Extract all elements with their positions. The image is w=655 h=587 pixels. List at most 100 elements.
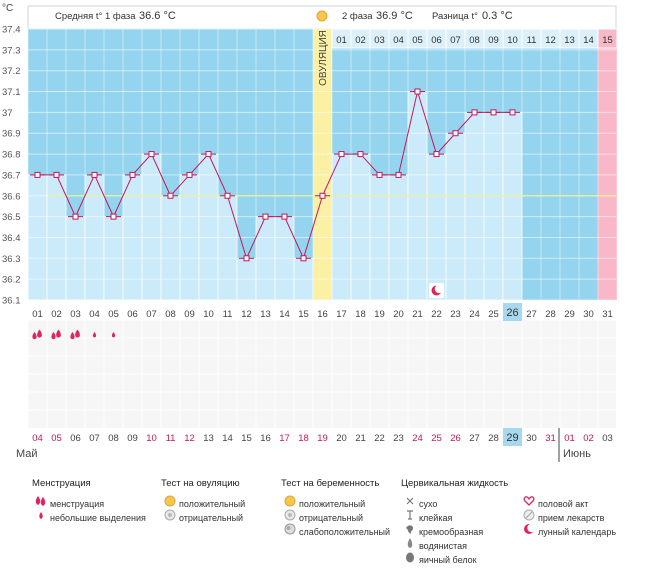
legend-item: положительный xyxy=(281,495,390,509)
y-tick-label: 36.2 xyxy=(2,275,21,286)
negative-test-icon xyxy=(161,509,179,526)
y-tick-label: 36.4 xyxy=(2,233,21,244)
temperature-point xyxy=(357,151,364,158)
legend-group: половой акт прием лекарств лунный календар… xyxy=(520,478,616,537)
legend-group: Цервикальная жидкость сухо клейкая кремообр… xyxy=(401,478,508,565)
calendar-date-label: 12 xyxy=(184,433,195,444)
legend-item-label: клейкая xyxy=(419,513,453,523)
legend-group: Тест на беременность положительный отрицат… xyxy=(281,478,390,537)
temperature-point xyxy=(53,171,60,178)
legend-item-label: слабоположительный xyxy=(299,527,391,537)
y-tick-label: 36.5 xyxy=(2,212,21,223)
phase2-day-label: 13 xyxy=(564,35,575,46)
calendar-date-label: 28 xyxy=(488,433,499,444)
x-tick-label: 02 xyxy=(51,309,62,320)
phase2-label: 2 фаза xyxy=(342,11,373,22)
legend-item: отрицательный xyxy=(161,509,245,523)
temperature-point xyxy=(509,109,516,116)
x-tick-label: 21 xyxy=(412,309,423,320)
weak-positive-test-icon xyxy=(281,523,299,540)
temperature-line xyxy=(37,89,513,260)
legend-item-label: кремообразная xyxy=(419,527,484,537)
calendar-date-label: 29 xyxy=(506,432,518,444)
phase2-day-label: 02 xyxy=(355,35,366,46)
legend-item-label: яичный белок xyxy=(419,555,477,565)
phase2-day-label: 08 xyxy=(469,35,480,46)
legend-item-label: небольшие выделения xyxy=(50,513,146,523)
temperature-point xyxy=(72,213,79,220)
difference-label: Разница t° xyxy=(432,11,478,22)
menstruation-icon xyxy=(32,495,50,512)
x-tick-label: 09 xyxy=(184,309,195,320)
difference-value: 0.3 °C xyxy=(482,10,513,22)
calendar-date-label: 05 xyxy=(51,433,62,444)
x-tick-label: 17 xyxy=(336,309,347,320)
x-tick-label: 07 xyxy=(146,309,157,320)
calendar-date-label: 30 xyxy=(526,433,537,444)
light-discharge-icon xyxy=(111,332,116,338)
y-tick-label: 37.1 xyxy=(2,87,21,98)
y-unit-label: °C xyxy=(2,3,13,14)
y-tick-label: 36.8 xyxy=(2,150,21,161)
legend-item: яичный белок xyxy=(401,551,508,565)
legend-item: прием лекарств xyxy=(520,509,616,523)
legend-item: клейкая xyxy=(401,509,508,523)
y-tick-label: 37.4 xyxy=(2,25,21,36)
legend-group: Тест на овуляцию положительный отрицательн… xyxy=(161,478,245,523)
legend-item-label: отрицательный xyxy=(299,513,364,523)
x-tick-label: 31 xyxy=(602,309,613,320)
calendar-date-label: 01 xyxy=(564,433,575,444)
temperature-point xyxy=(34,171,41,178)
light-discharge-icon xyxy=(32,509,50,526)
temperature-point xyxy=(490,109,497,116)
calendar-date-label: 16 xyxy=(260,433,271,444)
phase2-day-label: 15 xyxy=(602,35,613,46)
watery-icon xyxy=(401,537,419,554)
phase2-day-label: 06 xyxy=(431,35,442,46)
bbt-chart: 36.1 36.2 36.3 36.4 36.5 36.6 36.7 36.8 36.9 37 37… xyxy=(2,3,618,462)
calendar-date-label: 22 xyxy=(374,433,385,444)
calendar-date-label: 08 xyxy=(108,433,119,444)
calendar-date-label: 13 xyxy=(203,433,214,444)
x-tick-label: 06 xyxy=(127,309,138,320)
calendar-date-label: 27 xyxy=(469,433,480,444)
temperature-point xyxy=(205,151,212,158)
temperature-bar xyxy=(502,112,523,301)
menstruation-icon xyxy=(70,329,80,340)
month-label-may: Май xyxy=(16,448,38,460)
legend-item-label: менструация xyxy=(50,499,105,509)
x-tick-label: 16 xyxy=(317,309,328,320)
x-tick-label: 13 xyxy=(260,309,271,320)
calendar-date-label: 20 xyxy=(336,433,347,444)
y-tick-label: 36.1 xyxy=(2,296,21,307)
x-tick-label: 28 xyxy=(545,309,556,320)
temperature-point xyxy=(167,192,174,199)
temperature-bar xyxy=(350,153,371,301)
calendar-date-label: 24 xyxy=(412,433,423,444)
phase2-day-label: 03 xyxy=(374,35,385,46)
temperature-bar xyxy=(141,153,162,301)
calendar-date-label: 04 xyxy=(32,433,43,444)
x-tick-label: 26 xyxy=(506,307,518,319)
legend-item: отрицательный xyxy=(281,509,390,523)
calendar-date-label: 31 xyxy=(545,433,556,444)
temperature-point xyxy=(110,213,117,220)
x-tick-label: 11 xyxy=(223,309,233,320)
x-tick-label: 24 xyxy=(469,309,480,320)
temperature-point xyxy=(433,151,440,158)
phase2-day-cell xyxy=(597,28,618,49)
creamy-icon xyxy=(401,523,419,540)
legend-item-label: положительный xyxy=(299,499,366,509)
calendar-date-label: 18 xyxy=(298,433,309,444)
calendar-date-label: 06 xyxy=(70,433,81,444)
legend-group-title: Цервикальная жидкость xyxy=(401,478,509,489)
temperature-point xyxy=(91,171,98,178)
phase2-day-label: 14 xyxy=(583,35,594,46)
positive-test-icon xyxy=(281,495,299,512)
moon-icon xyxy=(429,283,444,298)
x-tick-label: 30 xyxy=(583,309,594,320)
temperature-point xyxy=(395,171,402,178)
calendar-date-label: 21 xyxy=(355,433,366,444)
phase2-value: 36.9 °C xyxy=(376,10,413,22)
legend-group-title: Тест на овуляцию xyxy=(161,478,240,489)
